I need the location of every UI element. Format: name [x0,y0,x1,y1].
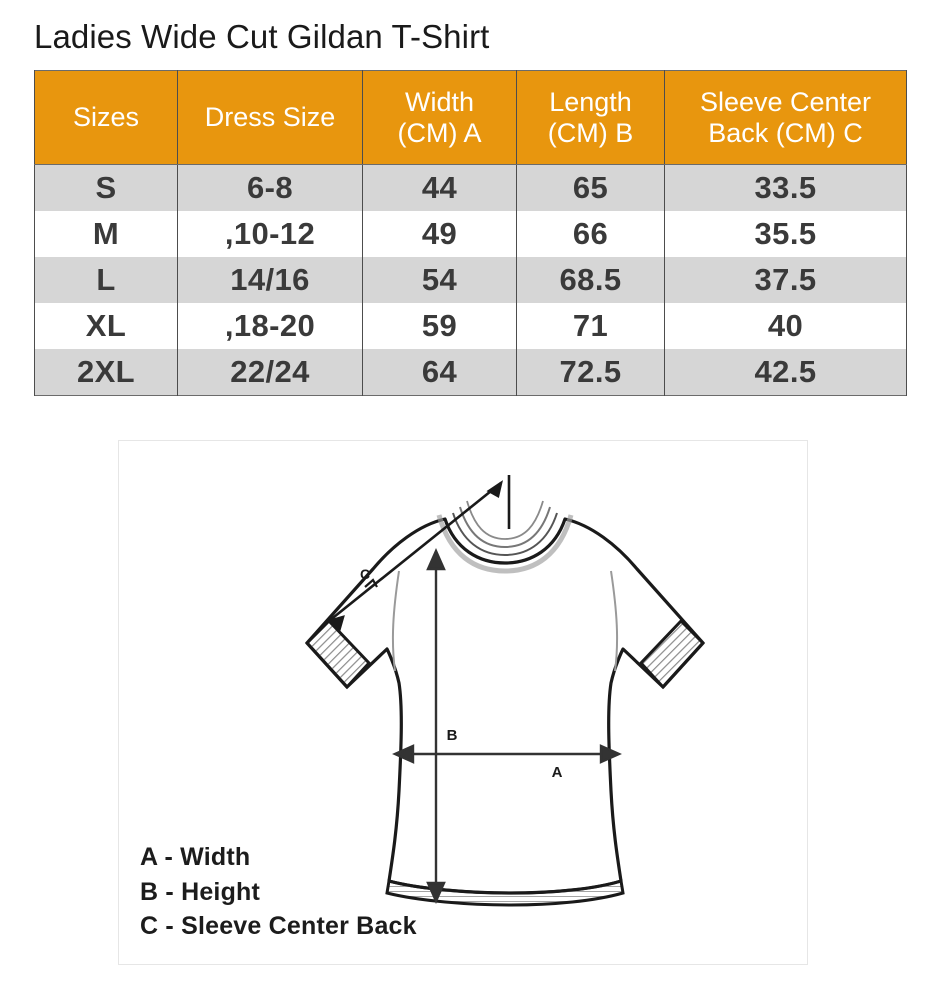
table-row: L 14/16 54 68.5 37.5 [34,257,907,303]
cell-dress-size: 22/24 [177,349,363,396]
sleeve-cuff-right [638,618,706,690]
table-body: S 6-8 44 65 33.5 M ,10-12 49 66 35.5 L 1… [34,164,907,396]
legend-item-b: B - Height [140,877,261,906]
column-header-width: Width (CM) A [362,70,517,165]
cell-length: 65 [516,164,665,211]
table-row: S 6-8 44 65 33.5 [34,164,907,211]
cell-length: 66 [516,211,665,257]
cell-length: 72.5 [516,349,665,396]
cell-width: 59 [362,303,517,349]
table-row: M ,10-12 49 66 35.5 [34,211,907,257]
cell-width: 54 [362,257,517,303]
collar-rib-icon [436,500,574,574]
cell-width: 44 [362,164,517,211]
cell-sleeve: 40 [664,303,907,349]
legend-item-a: A - Width [140,843,251,871]
table-row: XL ,18-20 59 71 40 [34,303,907,349]
sleeve-cuff-left [304,618,372,690]
cell-sleeve: 42.5 [664,349,907,396]
measure-b-arrow [426,548,446,904]
column-header-sleeve-center-back: Sleeve Center Back (CM) C [664,70,907,165]
legend-item-c: C - Sleeve Center Back [140,912,417,940]
header-row: Sizes Dress Size Width (CM) A Length (CM… [34,70,907,165]
cell-width: 64 [362,349,517,396]
measure-label-a: A [552,764,563,781]
cell-width: 49 [362,211,517,257]
column-header-length: Length (CM) B [516,70,665,165]
measure-a-arrow [392,744,622,764]
measure-label-b: B [447,727,458,744]
cell-size: M [34,211,178,257]
column-header-sizes: Sizes [34,70,178,165]
column-header-dress-size: Dress Size [177,70,363,165]
cell-dress-size: ,10-12 [177,211,363,257]
cell-sleeve: 35.5 [664,211,907,257]
cell-dress-size: ,18-20 [177,303,363,349]
cell-length: 71 [516,303,665,349]
cell-sleeve: 37.5 [664,257,907,303]
page-title: Ladies Wide Cut Gildan T-Shirt [34,18,490,55]
measure-c-arrow [326,475,511,634]
table-row: 2XL 22/24 64 72.5 42.5 [34,349,907,396]
size-chart-table: Sizes Dress Size Width (CM) A Length (CM… [34,70,907,396]
cell-dress-size: 6-8 [177,164,363,211]
cell-length: 68.5 [516,257,665,303]
cell-size: XL [34,303,178,349]
measure-label-c: C [360,566,370,582]
measurement-legend: A - Width B - Height C - Sleeve Center B… [140,840,417,944]
cell-size: S [34,164,178,211]
cell-size: L [34,257,178,303]
cell-size: 2XL [34,349,178,396]
tshirt-diagram-icon: C B A [304,475,706,907]
table-header: Sizes Dress Size Width (CM) A Length (CM… [34,70,907,165]
seam-lines [391,570,619,672]
measurement-diagram-panel: C B A [118,440,808,965]
hem-band [385,879,625,907]
cell-sleeve: 33.5 [664,164,907,211]
cell-dress-size: 14/16 [177,257,363,303]
